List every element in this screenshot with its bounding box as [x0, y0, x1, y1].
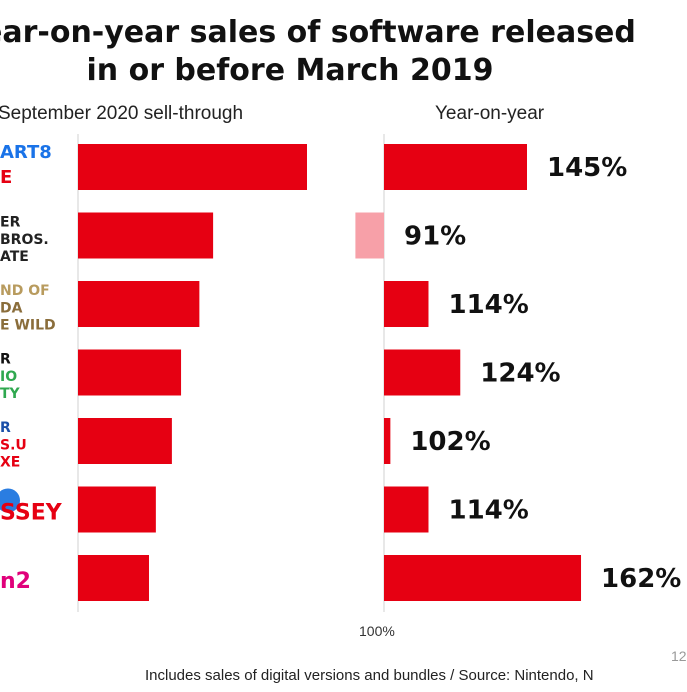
logo-text-fragment: n2	[0, 569, 31, 594]
logo-text-fragment: XE	[0, 455, 20, 471]
chart-title-line-1: ear-on-year sales of software released	[0, 15, 636, 50]
yoy-data-label: 91%	[404, 222, 466, 252]
logo-text-fragment: R	[0, 420, 11, 436]
globe-shape	[0, 488, 20, 513]
yoy-data-label: 102%	[410, 427, 490, 457]
logo-text-fragment: ND OF	[0, 283, 50, 299]
mario-bros-u-deluxe-logo-icon: RS.U XE	[0, 420, 27, 471]
chart-title-line-2: in or before March 2019	[86, 53, 494, 88]
yoy-bar	[384, 486, 429, 533]
yoy-bar	[384, 349, 461, 396]
logo-text-fragment: IO	[0, 369, 17, 385]
sell-through-bar	[78, 281, 200, 327]
logo-text-fragment: BROS.	[0, 232, 49, 248]
logo-text-fragment: DA	[0, 300, 23, 316]
yoy-bar	[384, 418, 391, 464]
sell-through-bar	[78, 555, 149, 601]
logo-text-fragment: R	[0, 352, 11, 368]
yoy-bar	[355, 212, 384, 259]
sell-through-bar	[78, 349, 182, 396]
yoy-bar	[384, 555, 582, 601]
footer-note: Includes sales of digital versions and b…	[145, 667, 594, 684]
yoy-bar	[384, 144, 527, 190]
splatoon-2-logo-icon: n2	[0, 569, 31, 594]
right-panel-header: Year-on-year	[435, 103, 545, 124]
logo-text-fragment: E WILD	[0, 318, 56, 334]
logo-text-fragment: E	[0, 167, 12, 188]
yoy-data-label: 114%	[448, 290, 528, 320]
logo-text-fragment: ART8	[0, 142, 52, 163]
mario-odyssey-logo-icon: SSEY	[0, 488, 63, 526]
mario-kart-8-logo-icon: ART8 E	[0, 142, 52, 188]
yoy-data-label: 145%	[547, 153, 627, 183]
logo-text-fragment: ER	[0, 215, 21, 231]
logo-text-fragment: S.U	[0, 437, 27, 453]
baseline-label: 100%	[359, 623, 395, 639]
logo-text-fragment: ATE	[0, 249, 29, 265]
logo-text-fragment: TY	[0, 386, 21, 402]
yoy-data-label: 124%	[480, 359, 560, 389]
logo-text-fragment: SSEY	[0, 501, 63, 526]
sell-through-bar	[78, 144, 307, 190]
yoy-data-label: 162%	[601, 564, 681, 594]
sell-through-bar	[78, 486, 156, 533]
left-panel-header: September 2020 sell-through	[0, 103, 244, 124]
sell-through-bar	[78, 212, 214, 259]
yoy-bar	[384, 281, 429, 327]
yoy-data-label: 114%	[448, 496, 528, 526]
page-number: 12	[671, 648, 687, 664]
sell-through-bar	[78, 418, 172, 464]
